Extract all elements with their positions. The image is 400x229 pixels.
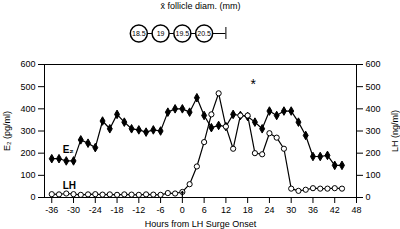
svg-text:30: 30	[286, 205, 296, 215]
svg-text:600: 600	[20, 59, 35, 69]
svg-text:600: 600	[366, 59, 381, 69]
svg-text:x̄ follicle diam. (mm): x̄ follicle diam. (mm)	[160, 1, 240, 11]
svg-text:Hours from LH Surge Onset: Hours from LH Surge Onset	[145, 219, 257, 229]
svg-text:300: 300	[366, 126, 381, 136]
svg-text:LH (ng/ml): LH (ng/ml)	[390, 110, 400, 152]
svg-text:200: 200	[366, 148, 381, 158]
svg-text:18: 18	[243, 205, 253, 215]
svg-text:20.5: 20.5	[197, 30, 211, 37]
svg-text:E₂: E₂	[63, 144, 74, 155]
svg-text:500: 500	[366, 82, 381, 92]
svg-text:300: 300	[20, 126, 35, 136]
svg-text:0: 0	[180, 205, 185, 215]
svg-text:19.5: 19.5	[176, 30, 190, 37]
svg-text:*: *	[250, 76, 256, 92]
svg-text:0: 0	[30, 192, 35, 202]
svg-text:36: 36	[308, 205, 318, 215]
svg-text:LH: LH	[63, 180, 76, 191]
svg-text:100: 100	[366, 170, 381, 180]
svg-text:400: 400	[366, 104, 381, 114]
svg-text:42: 42	[330, 205, 340, 215]
svg-text:500: 500	[20, 82, 35, 92]
svg-text:400: 400	[20, 104, 35, 114]
svg-text:-30: -30	[67, 205, 80, 215]
svg-text:18.5: 18.5	[132, 30, 146, 37]
svg-text:-36: -36	[45, 205, 58, 215]
svg-text:0: 0	[366, 192, 371, 202]
svg-text:-18: -18	[111, 205, 124, 215]
svg-text:-6: -6	[157, 205, 165, 215]
svg-text:-12: -12	[132, 205, 145, 215]
svg-text:E₂ (pg/ml): E₂ (pg/ml)	[2, 111, 12, 151]
svg-text:6: 6	[202, 205, 207, 215]
svg-text:12: 12	[221, 205, 231, 215]
svg-text:19: 19	[157, 30, 165, 37]
svg-text:100: 100	[20, 170, 35, 180]
svg-text:24: 24	[264, 205, 274, 215]
svg-text:-24: -24	[89, 205, 102, 215]
svg-text:48: 48	[351, 205, 361, 215]
svg-text:200: 200	[20, 148, 35, 158]
